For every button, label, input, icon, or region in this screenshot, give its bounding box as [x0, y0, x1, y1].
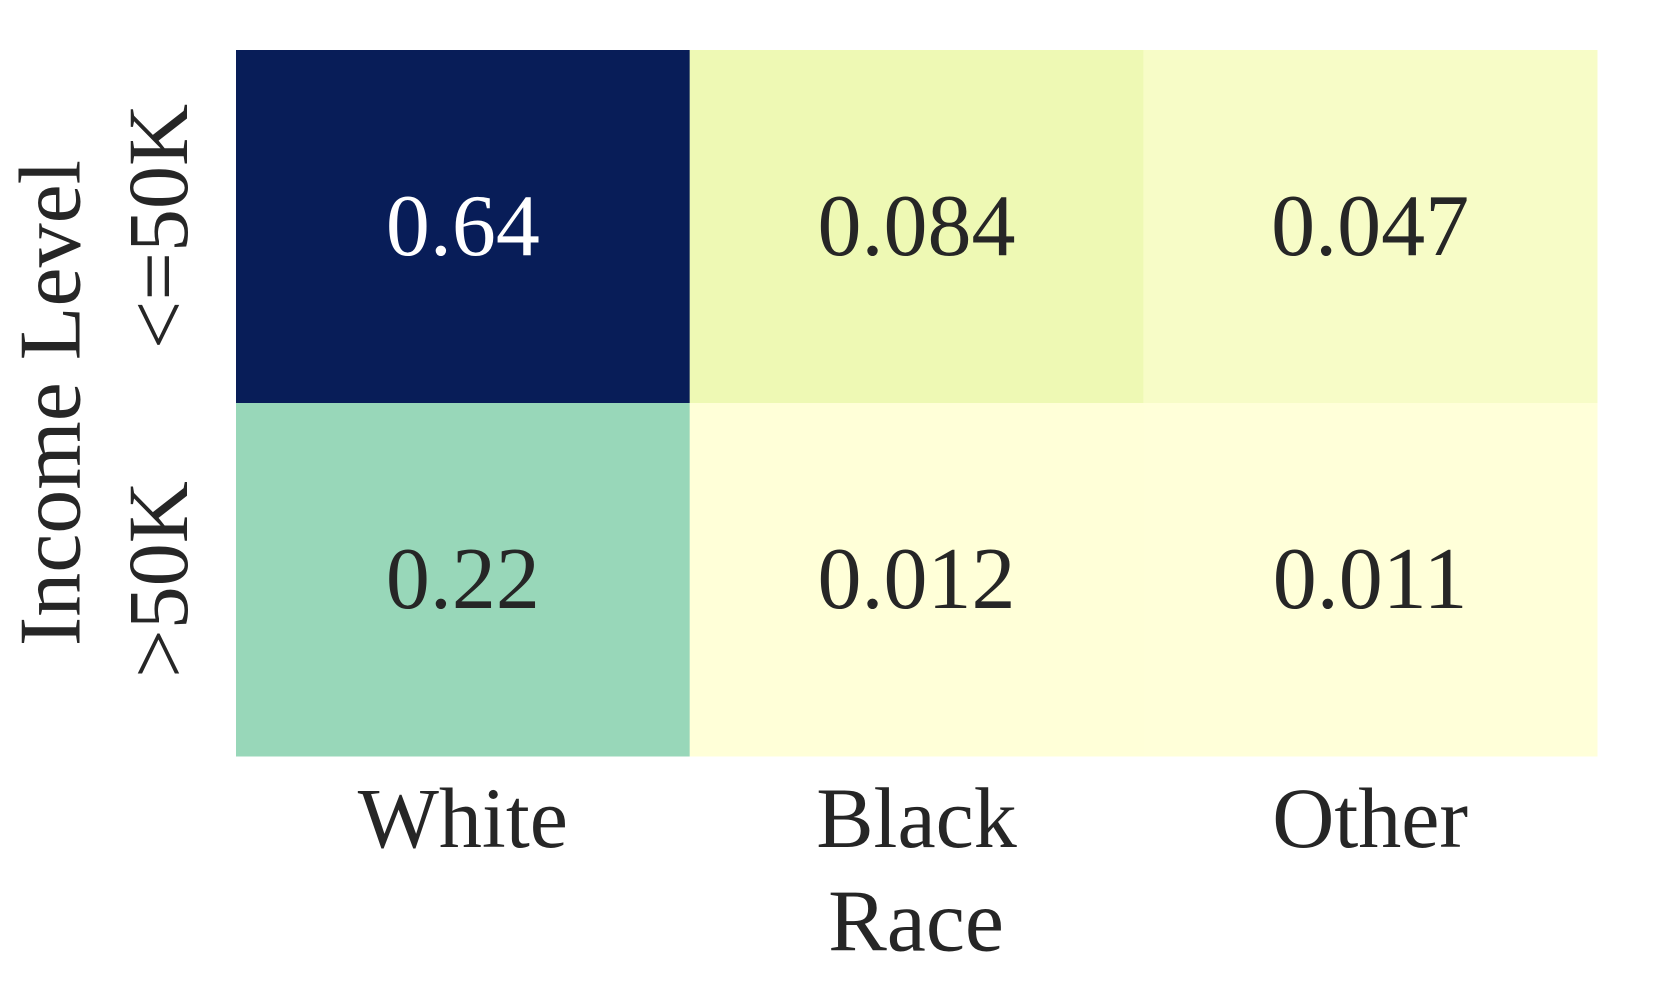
cell-value-label: 0.22	[386, 531, 540, 628]
heatmap-cell	[689, 403, 1144, 757]
x-tick-label: White	[358, 770, 568, 866]
y-tick-label: >50K	[110, 481, 206, 678]
cell-value-label: 0.011	[1273, 531, 1468, 628]
heatmap-cell	[689, 50, 1144, 404]
y-axis-label: Income Level	[3, 160, 100, 646]
heatmap-cell	[1143, 50, 1598, 404]
cell-value-label: 0.047	[1271, 178, 1469, 275]
cell-value-label: 0.64	[386, 178, 540, 275]
x-axis-label: Race	[828, 874, 1004, 971]
cell-value-label: 0.012	[818, 531, 1016, 628]
x-tick-label: Other	[1272, 770, 1468, 866]
x-tick-label: Black	[816, 770, 1017, 866]
heatmap-cell	[236, 50, 691, 404]
heatmap-cell	[236, 403, 691, 757]
y-tick-label: <=50K	[110, 104, 206, 349]
cell-value-label: 0.084	[818, 178, 1016, 275]
heatmap-cell	[1143, 403, 1598, 757]
